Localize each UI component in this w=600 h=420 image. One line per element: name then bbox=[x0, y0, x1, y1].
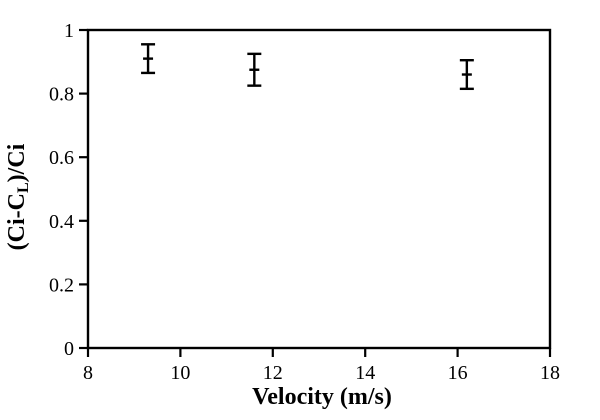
y-axis-label-pre: (Ci-C bbox=[4, 193, 30, 250]
y-axis-label-subscript: L bbox=[15, 182, 32, 193]
x-tick-label: 10 bbox=[170, 362, 190, 384]
y-tick-label: 0 bbox=[64, 338, 74, 360]
x-tick-label: 12 bbox=[263, 362, 283, 384]
x-tick-label: 8 bbox=[83, 362, 93, 384]
y-axis-ticks: 0 0.2 0.4 0.6 0.8 1 bbox=[49, 20, 88, 360]
x-tick-label: 18 bbox=[540, 362, 560, 384]
y-tick-label: 0.6 bbox=[49, 147, 74, 169]
x-axis-label: Velocity (m/s) bbox=[252, 384, 392, 410]
y-tick-label: 1 bbox=[64, 20, 74, 42]
y-axis-label: (Ci-CL)/Ci bbox=[4, 143, 32, 250]
x-axis-ticks: 8 10 12 14 16 18 bbox=[83, 348, 560, 384]
y-axis-label-post: )/Ci bbox=[4, 143, 30, 182]
x-tick-label: 14 bbox=[355, 362, 375, 384]
x-tick-label: 16 bbox=[448, 362, 468, 384]
data-point-error-bar bbox=[247, 52, 262, 87]
data-point-error-bar bbox=[459, 59, 474, 91]
y-tick-label: 0.4 bbox=[49, 211, 74, 233]
data-point-error-bar bbox=[141, 43, 156, 75]
y-tick-label: 0.8 bbox=[49, 84, 74, 106]
data-series bbox=[141, 43, 474, 91]
plot-frame-group bbox=[86, 28, 552, 350]
y-tick-label: 0.2 bbox=[49, 274, 74, 296]
plot-frame bbox=[86, 28, 552, 350]
